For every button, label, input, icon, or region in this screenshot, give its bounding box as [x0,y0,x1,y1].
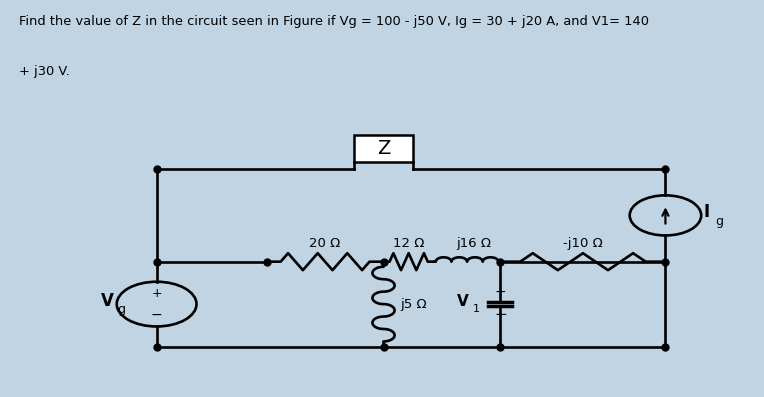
Text: +: + [494,285,507,299]
Text: j16 Ω: j16 Ω [456,237,491,250]
Text: + j30 V.: + j30 V. [19,65,70,78]
Text: 1: 1 [473,304,480,314]
FancyBboxPatch shape [354,135,413,162]
Text: I: I [704,203,710,221]
Text: V: V [101,292,114,310]
Text: 20 Ω: 20 Ω [309,237,341,250]
Text: +: + [151,287,162,300]
Text: 12 Ω: 12 Ω [393,237,424,250]
Text: g: g [715,215,723,228]
Text: Z: Z [377,139,390,158]
Text: V: V [457,293,468,308]
Text: −: − [494,307,507,322]
Text: g: g [117,303,125,316]
Text: -j10 Ω: -j10 Ω [563,237,603,250]
Text: Find the value of Z in the circuit seen in Figure if Vg = 100 - j50 V, Ig = 30 +: Find the value of Z in the circuit seen … [19,15,649,28]
Text: −: − [151,308,163,322]
Text: j5 Ω: j5 Ω [400,298,426,310]
